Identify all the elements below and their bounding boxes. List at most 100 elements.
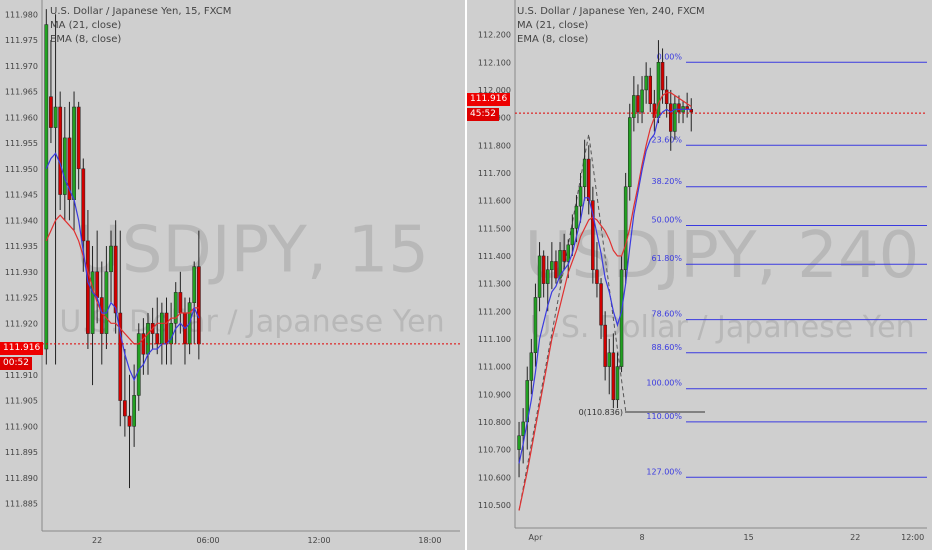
candle-body: [123, 400, 127, 417]
pane-divider[interactable]: [465, 0, 467, 550]
candle-body: [159, 312, 164, 345]
y-tick-label: 111.945: [5, 191, 38, 200]
candle-body: [517, 435, 521, 450]
candle-body: [164, 312, 169, 345]
candle-body: [104, 271, 109, 334]
y-tick-label: 111.200: [478, 307, 511, 316]
y-tick-label: 110.900: [478, 390, 511, 399]
y-tick-label: 111.300: [478, 280, 511, 289]
x-tick-label: 22: [92, 536, 102, 545]
y-tick-label: 110.600: [478, 473, 511, 482]
candle-body: [554, 261, 558, 279]
candle-body: [566, 244, 570, 262]
x-tick-label: 15: [744, 533, 754, 542]
y-tick-label: 111.930: [5, 268, 38, 277]
ma-line: [45, 214, 199, 345]
x-tick-label: 18:00: [418, 536, 441, 545]
candle-body: [673, 103, 677, 132]
candle-body: [578, 186, 583, 207]
y-tick-label: 111.500: [478, 224, 511, 233]
candlestick-chart-15m[interactable]: USDJPY, 15 U.S. Dollar / Japanese Yen 111.…: [0, 0, 465, 550]
candlestick-chart-240[interactable]: USDJPY, 240 U.S. Dollar / Japanese Yen 112…: [467, 0, 932, 550]
x-tick-label: 12:00: [901, 533, 924, 542]
x-tick-label: Apr: [529, 533, 544, 542]
candle-body: [86, 240, 90, 334]
legend-ma: MA (21, close): [517, 20, 589, 31]
candle-body: [53, 106, 58, 128]
candle-body: [49, 96, 53, 128]
watermark-name: U.S. Dollar / Japanese Yen: [59, 305, 444, 340]
fib-level-label: 88.60%: [651, 343, 682, 352]
fib-level-label: 23.60%: [651, 135, 682, 144]
y-tick-label: 111.890: [5, 474, 38, 483]
y-tick-label: 112.200: [478, 31, 511, 40]
y-tick-label: 111.905: [5, 397, 38, 406]
candle-body: [127, 415, 132, 427]
y-tick-label: 111.600: [478, 197, 511, 206]
annotation-label: 0(110.836): [579, 408, 623, 417]
y-tick-label: 111.800: [478, 141, 511, 150]
fib-level-label: 78.60%: [651, 310, 682, 319]
y-tick-label: 111.900: [5, 422, 38, 431]
x-tick-label: 12:00: [307, 536, 330, 545]
watermark-symbol: USDJPY, 240: [525, 219, 920, 293]
candle-body: [146, 323, 150, 355]
candle-body: [550, 261, 554, 271]
y-tick-label: 111.100: [478, 335, 511, 344]
candle-body: [570, 228, 575, 246]
y-tick-label: 112.000: [478, 86, 511, 95]
y-tick-label: 111.940: [5, 216, 38, 225]
candle-body: [132, 395, 137, 427]
candle-body: [67, 137, 72, 200]
ema-line: [518, 108, 692, 464]
candle-body: [591, 200, 595, 271]
candle-body: [537, 255, 542, 298]
ma-line: [518, 92, 692, 511]
y-tick-label: 111.925: [5, 294, 38, 303]
candle-body: [587, 158, 591, 201]
fib-level-label: 38.20%: [651, 177, 682, 186]
candle-body: [62, 137, 67, 195]
fib-level-label: 110.00%: [646, 412, 682, 421]
countdown-label: 45:52: [467, 108, 499, 121]
fib-level-label: 61.80%: [651, 254, 682, 263]
candle-body: [619, 269, 624, 367]
candle-body: [44, 24, 49, 350]
y-tick-label: 111.970: [5, 62, 38, 71]
candle-body: [558, 250, 562, 279]
x-tick-label: 8: [640, 533, 645, 542]
candle-body: [664, 89, 669, 105]
candle-body: [192, 266, 197, 303]
watermark-symbol: USDJPY, 15: [75, 214, 429, 288]
fib-trend-line: [518, 134, 627, 511]
candle-body: [599, 283, 603, 326]
legend-ma: MA (21, close): [50, 20, 122, 31]
candle-body: [90, 271, 95, 334]
candle-body: [99, 297, 104, 334]
candle-body: [632, 95, 636, 118]
chart-pane-240[interactable]: USDJPY, 240 U.S. Dollar / Japanese Yen 112…: [467, 0, 932, 550]
y-tick-label: 110.800: [478, 418, 511, 427]
legend-ema: EMA (8, close): [50, 34, 122, 45]
candle-body: [533, 297, 538, 354]
candle-body: [615, 366, 620, 401]
fib-level-label: 0.00%: [657, 52, 683, 61]
watermark-name: U.S. Dollar / Japanese Yen: [529, 310, 914, 345]
candle-body: [95, 271, 100, 298]
legend-ema: EMA (8, close): [517, 34, 589, 45]
y-tick-label: 110.700: [478, 446, 511, 455]
countdown-label: 00:52: [0, 357, 32, 370]
y-tick-label: 111.975: [5, 36, 38, 45]
y-tick-label: 111.935: [5, 242, 38, 251]
y-tick-label: 111.955: [5, 139, 38, 148]
candle-body: [603, 324, 607, 367]
candle-body: [76, 106, 81, 170]
candle-body: [628, 117, 632, 188]
candle-body: [155, 333, 160, 345]
y-tick-label: 111.980: [5, 10, 38, 19]
chart-pane-15m[interactable]: USDJPY, 15 U.S. Dollar / Japanese Yen 111.…: [0, 0, 465, 550]
candle-body: [546, 269, 550, 284]
x-tick-label: 06:00: [197, 536, 220, 545]
y-tick-label: 111.000: [478, 363, 511, 372]
candle-body: [623, 186, 628, 271]
